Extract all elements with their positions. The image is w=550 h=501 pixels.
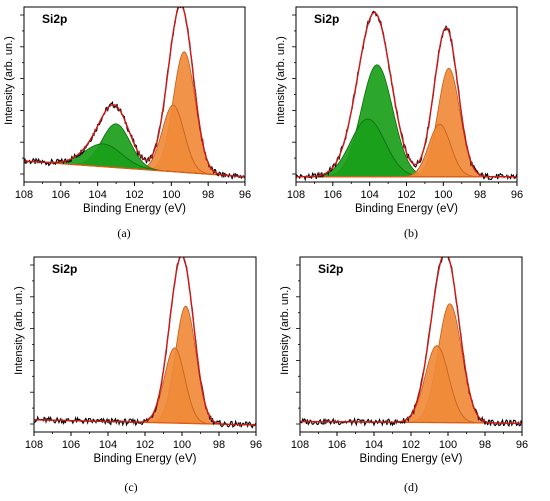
- x-axis-label: Binding Energy (eV): [94, 453, 197, 465]
- silicon-component-peak: [34, 347, 256, 426]
- x-tick-label: 102: [136, 439, 154, 451]
- plot-frame: [33, 256, 257, 433]
- x-tick-label: 100: [439, 439, 457, 451]
- chart-title: Si2p: [42, 12, 67, 26]
- x-tick-label: 100: [434, 189, 452, 201]
- x-tick-label: 96: [516, 439, 528, 451]
- x-tick-label: 106: [324, 189, 342, 201]
- plot-area: [34, 257, 256, 429]
- y-axis-label: Intensity (arb. un.): [13, 286, 25, 375]
- silicon-component-peak: [300, 345, 522, 424]
- chart-panel-d: 108 106 104 102 100 98 96 Si2p Binding Energy (e…: [279, 256, 528, 494]
- x-tick-label: 96: [239, 189, 251, 201]
- x-tick-label: 108: [291, 439, 309, 451]
- chart-title: Si2p: [318, 262, 343, 276]
- x-tick-label: 100: [173, 439, 191, 451]
- panel-label: (b): [404, 226, 418, 240]
- fit-envelope-line: [34, 257, 256, 426]
- x-tick-label: 102: [125, 189, 143, 201]
- x-tick-label: 108: [287, 189, 305, 201]
- x-tick-label: 98: [213, 439, 225, 451]
- panel-label: (d): [404, 480, 418, 494]
- x-tick-label: 104: [365, 439, 383, 451]
- y-axis-label: Intensity (arb. un.): [3, 36, 15, 125]
- x-axis-label: Binding Energy (eV): [355, 203, 458, 215]
- x-tick-label: 98: [474, 189, 486, 201]
- chart-panel-b: 108 106 104 102 100 98 96 Si2p Binding Energy (e…: [275, 6, 523, 240]
- panel-label: (c): [124, 480, 137, 494]
- chart-title: Si2p: [52, 262, 77, 276]
- oxide-component-peak: [296, 64, 517, 178]
- plot-frame: [299, 256, 523, 433]
- chart-panel-a: 108 106 104 102 100 98 96 Si2p Binding Energy (e…: [3, 6, 251, 240]
- panel-label: (a): [117, 226, 130, 240]
- silicon-component-peak: [300, 303, 522, 424]
- x-tick-label: 106: [52, 189, 70, 201]
- x-tick-label: 108: [25, 439, 43, 451]
- fit-envelope-line: [300, 257, 522, 424]
- plot-area: [296, 10, 517, 182]
- x-tick-label: 98: [202, 189, 214, 201]
- silicon-component-peak: [34, 305, 256, 426]
- chart-title: Si2p: [314, 12, 339, 26]
- x-tick-label: 104: [360, 189, 378, 201]
- measured-spectrum-line: [34, 257, 256, 429]
- x-tick-label: 102: [402, 439, 420, 451]
- x-axis-label: Binding Energy (eV): [360, 453, 463, 465]
- x-tick-label: 102: [397, 189, 415, 201]
- x-axis-label: Binding Energy (eV): [83, 203, 186, 215]
- x-tick-label: 104: [88, 189, 106, 201]
- y-axis-label: Intensity (arb. un.): [279, 286, 291, 375]
- measured-spectrum-line: [300, 257, 522, 427]
- chart-panel-c: 108 106 104 102 100 98 96 Si2p Binding Energy (e…: [13, 256, 262, 494]
- x-tick-label: 100: [162, 189, 180, 201]
- fit-envelope-line: [24, 7, 245, 178]
- plot-area: [24, 7, 245, 181]
- x-tick-label: 108: [15, 189, 33, 201]
- background-line: [24, 160, 245, 178]
- plot-area: [300, 257, 522, 427]
- x-tick-label: 106: [62, 439, 80, 451]
- y-axis-label: Intensity (arb. un.): [275, 36, 287, 125]
- fit-envelope-line: [296, 11, 517, 178]
- x-tick-label: 104: [99, 439, 117, 451]
- x-tick-label: 106: [328, 439, 346, 451]
- x-tick-label: 98: [479, 439, 491, 451]
- x-tick-label: 96: [250, 439, 262, 451]
- x-tick-label: 96: [511, 189, 523, 201]
